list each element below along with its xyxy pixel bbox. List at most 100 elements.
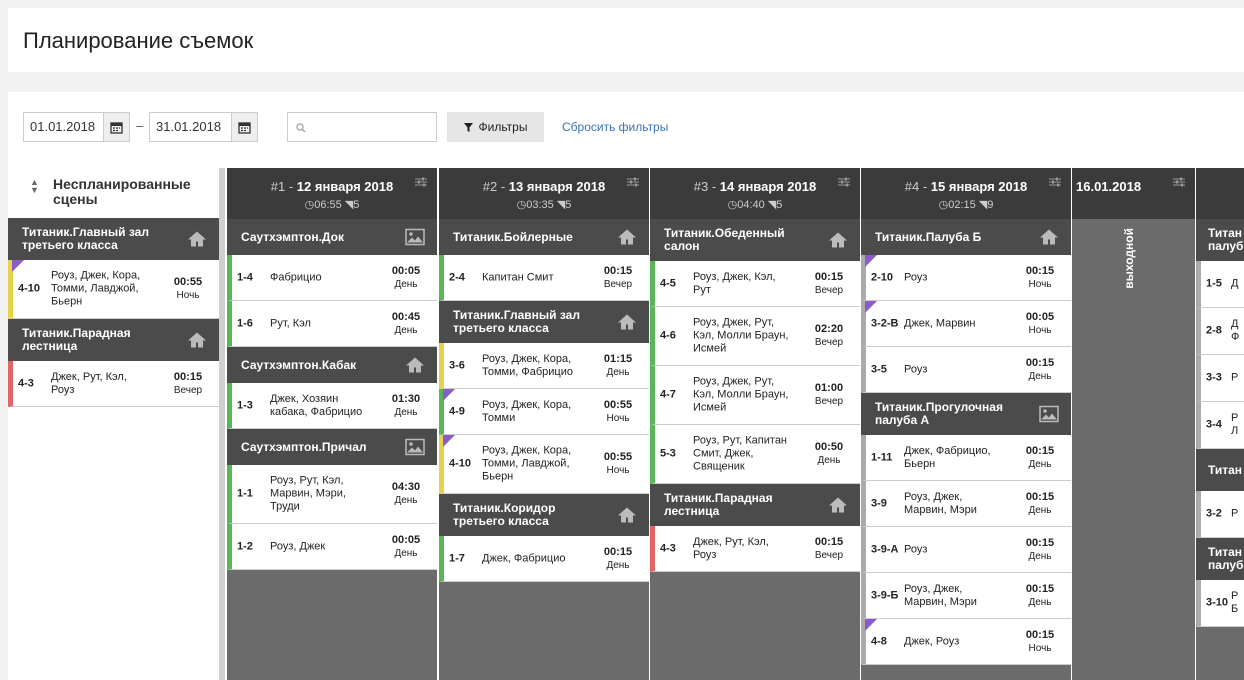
scene-time: 00:05 Ночь	[1017, 311, 1063, 337]
search-input[interactable]	[287, 112, 437, 142]
day-header[interactable]: #3 - 14 января 2018 ◷04:40 ◥5	[650, 168, 860, 219]
scene-card[interactable]: 3-10 Р Б	[1196, 580, 1244, 627]
location-header[interactable]: Саутхэмптон.Док	[227, 219, 437, 255]
settings-icon[interactable]	[627, 177, 639, 187]
home-icon	[188, 332, 206, 348]
day-header[interactable]: #2 - 13 января 2018 ◷03:35 ◥5	[439, 168, 649, 219]
day-scene-count: 9	[987, 199, 994, 211]
scene-number: 1-7	[449, 552, 465, 564]
scene-duration: 00:55	[173, 276, 203, 288]
scene-duration: 00:55	[603, 451, 633, 463]
location-header[interactable]: Титаник.Главный зал третьего класса	[439, 301, 649, 343]
calendar-icon[interactable]	[231, 112, 258, 142]
scene-time: 00:55 Ночь	[595, 451, 641, 477]
scene-card[interactable]: 1-2 Роуз, Джек 00:05 День	[227, 524, 437, 570]
scene-card[interactable]: 3-4 Р Л	[1196, 402, 1244, 449]
scene-card[interactable]: 2-4 Капитан Смит 00:15 Вечер	[439, 255, 649, 301]
scene-card[interactable]: 4-3 Джек, Рут, Кэл, Роуз 00:15 Вечер	[650, 526, 860, 572]
scene-daypart: День	[817, 455, 841, 466]
location-header[interactable]: Титаник.Палуба Б	[861, 219, 1071, 255]
scene-characters: Джек, Рут, Кэл, Роуз	[51, 370, 127, 396]
scene-card[interactable]: 4-10 Роуз, Джек, Кора, Томми, Лавджой, Бь…	[439, 435, 649, 494]
scene-characters: Роуз, Джек, Марвин, Мэри	[904, 490, 977, 516]
location-header[interactable]: Титаник.Парадная лестница	[8, 319, 219, 361]
scene-card[interactable]: 2-8 Д Ф	[1196, 308, 1244, 355]
home-icon	[618, 507, 636, 523]
settings-icon[interactable]	[1049, 177, 1061, 187]
location-header[interactable]: Титан	[1196, 449, 1244, 491]
location-header[interactable]: Титаник.Обеденный салон	[650, 219, 860, 261]
settings-icon[interactable]	[838, 177, 850, 187]
flag-corner	[443, 435, 455, 447]
scene-card[interactable]: 3-5 Роуз 00:15 День	[861, 347, 1071, 393]
scene-card[interactable]: 5-3 Роуз, Рут, Капитан Смит, Джек, Священ…	[650, 425, 860, 484]
scene-card[interactable]: 3-9-Б Роуз, Джек, Марвин, Мэри 00:15 День	[861, 573, 1071, 619]
scene-card[interactable]: 1-3 Джек, Хозяин кабака, Фабрицио 01:30 Ден…	[227, 383, 437, 429]
scene-card[interactable]: 4-3 Джек, Рут, Кэл, Роуз 00:15 Вечер	[8, 361, 219, 407]
day-header[interactable]: #4 - 15 января 2018 ◷02:15 ◥9	[861, 168, 1071, 219]
scene-time: 00:05 День	[383, 265, 429, 291]
filters-button[interactable]: Фильтры	[447, 112, 544, 142]
scene-card[interactable]: 4-5 Роуз, Джек, Кэл, Рут 00:15 Вечер	[650, 261, 860, 307]
scene-characters: Капитан Смит	[482, 271, 554, 283]
location-header[interactable]: Титан палуб	[1196, 219, 1244, 261]
location-header[interactable]: Титаник.Прогулочная палуба А	[861, 393, 1071, 435]
scene-characters: Р	[1231, 371, 1239, 384]
scene-card[interactable]: 3-2 Р	[1196, 491, 1244, 538]
scene-card[interactable]: 4-9 Роуз, Джек, Кора, Томми 00:55 Ночь	[439, 389, 649, 435]
scene-card[interactable]: 3-3 Р	[1196, 355, 1244, 402]
scene-daypart: Вечер	[814, 396, 844, 407]
scene-card[interactable]: 1-5 Д	[1196, 261, 1244, 308]
day-scene-count: 5	[565, 199, 572, 211]
scene-card[interactable]: 3-2-В Джек, Марвин 00:05 Ночь	[861, 301, 1071, 347]
column-divider[interactable]	[219, 168, 225, 680]
location-header[interactable]: Саутхэмптон.Причал	[227, 429, 437, 465]
scene-card[interactable]: 3-9 Роуз, Джек, Марвин, Мэри 00:15 День	[861, 481, 1071, 527]
location-header[interactable]: Титаник.Бойлерные	[439, 219, 649, 255]
scene-card[interactable]: 2-10 Роуз 00:15 Ночь	[861, 255, 1071, 301]
scene-card[interactable]: 3-6 Роуз, Джек, Кора, Томми, Фабрицио 01:1…	[439, 343, 649, 389]
scene-time: 00:45 День	[383, 311, 429, 337]
filters-button-label: Фильтры	[478, 120, 528, 134]
scene-card[interactable]: 4-6 Роуз, Джек, Рут, Кэл, Молли Браун, Ис…	[650, 307, 860, 366]
scene-duration: 00:15	[1025, 490, 1055, 503]
scene-card[interactable]: 1-4 Фабрицио 00:05 День	[227, 255, 437, 301]
scene-card[interactable]: 4-10 Роуз, Джек, Кора, Томми, Лавджой, Бь…	[8, 260, 219, 319]
scene-card[interactable]: 4-8 Джек, Роуз 00:15 Ночь	[861, 619, 1071, 665]
calendar-icon[interactable]	[103, 112, 130, 142]
location-header[interactable]: Саутхэмптон.Кабак	[227, 347, 437, 383]
day-column-off: 16.01.2018 выходной	[1072, 168, 1195, 680]
settings-icon[interactable]	[415, 177, 427, 187]
location-name: Титан	[1208, 462, 1243, 477]
sort-icon[interactable]: ▲ ▼	[30, 177, 39, 195]
day-header[interactable]: #1 - 12 января 2018 ◷06:55 ◥5	[227, 168, 437, 219]
location-header[interactable]: Титан палуб	[1196, 538, 1244, 580]
scene-characters: Роуз, Джек	[270, 540, 326, 552]
scene-card[interactable]: 1-11 Джек, Фабрицио, Бьерн 00:15 День	[861, 435, 1071, 481]
location-name: Саутхэмптон.Док	[241, 229, 344, 244]
scene-card[interactable]: 3-9-А Роуз 00:15 День	[861, 527, 1071, 573]
settings-icon[interactable]	[1173, 177, 1185, 187]
scene-card[interactable]: 1-1 Роуз, Рут, Кэл, Марвин, Мэри, Труди 04…	[227, 465, 437, 524]
megaphone-icon: ◥	[767, 199, 777, 211]
scene-daypart: Ночь	[1028, 324, 1052, 336]
location-name: Саутхэмптон.Кабак	[241, 357, 357, 372]
scene-card[interactable]: 1-6 Рут, Кэл 00:45 День	[227, 301, 437, 347]
location-header[interactable]: Титаник.Главный зал третьего класса	[8, 218, 219, 260]
scene-number: 1-4	[237, 271, 253, 283]
scene-time: 00:15 Вечер	[595, 265, 641, 291]
location-name: Титан палуб	[1208, 545, 1244, 572]
reset-filters-link[interactable]: Сбросить фильтры	[562, 120, 669, 134]
scene-time: 01:15 День	[595, 353, 641, 379]
scene-number: 3-10	[1206, 596, 1229, 609]
day-column: #2 - 13 января 2018 ◷03:35 ◥5 Титаник.Бойл…	[439, 168, 649, 680]
scene-daypart: Ночь	[606, 412, 630, 424]
location-header[interactable]: Титаник.Парадная лестница	[650, 484, 860, 526]
day-duration: 04:40	[737, 199, 765, 211]
scene-card[interactable]: 1-7 Джек, Фабрицио 00:15 День	[439, 536, 649, 582]
scene-daypart: Ночь	[176, 290, 200, 301]
location-header[interactable]: Титаник.Коридор третьего класса	[439, 494, 649, 536]
location-name: Саутхэмптон.Причал	[241, 439, 367, 454]
scene-card[interactable]: 4-7 Роуз, Джек, Рут, Кэл, Молли Браун, Ис…	[650, 366, 860, 425]
day-date: 15 января 2018	[930, 179, 1028, 194]
